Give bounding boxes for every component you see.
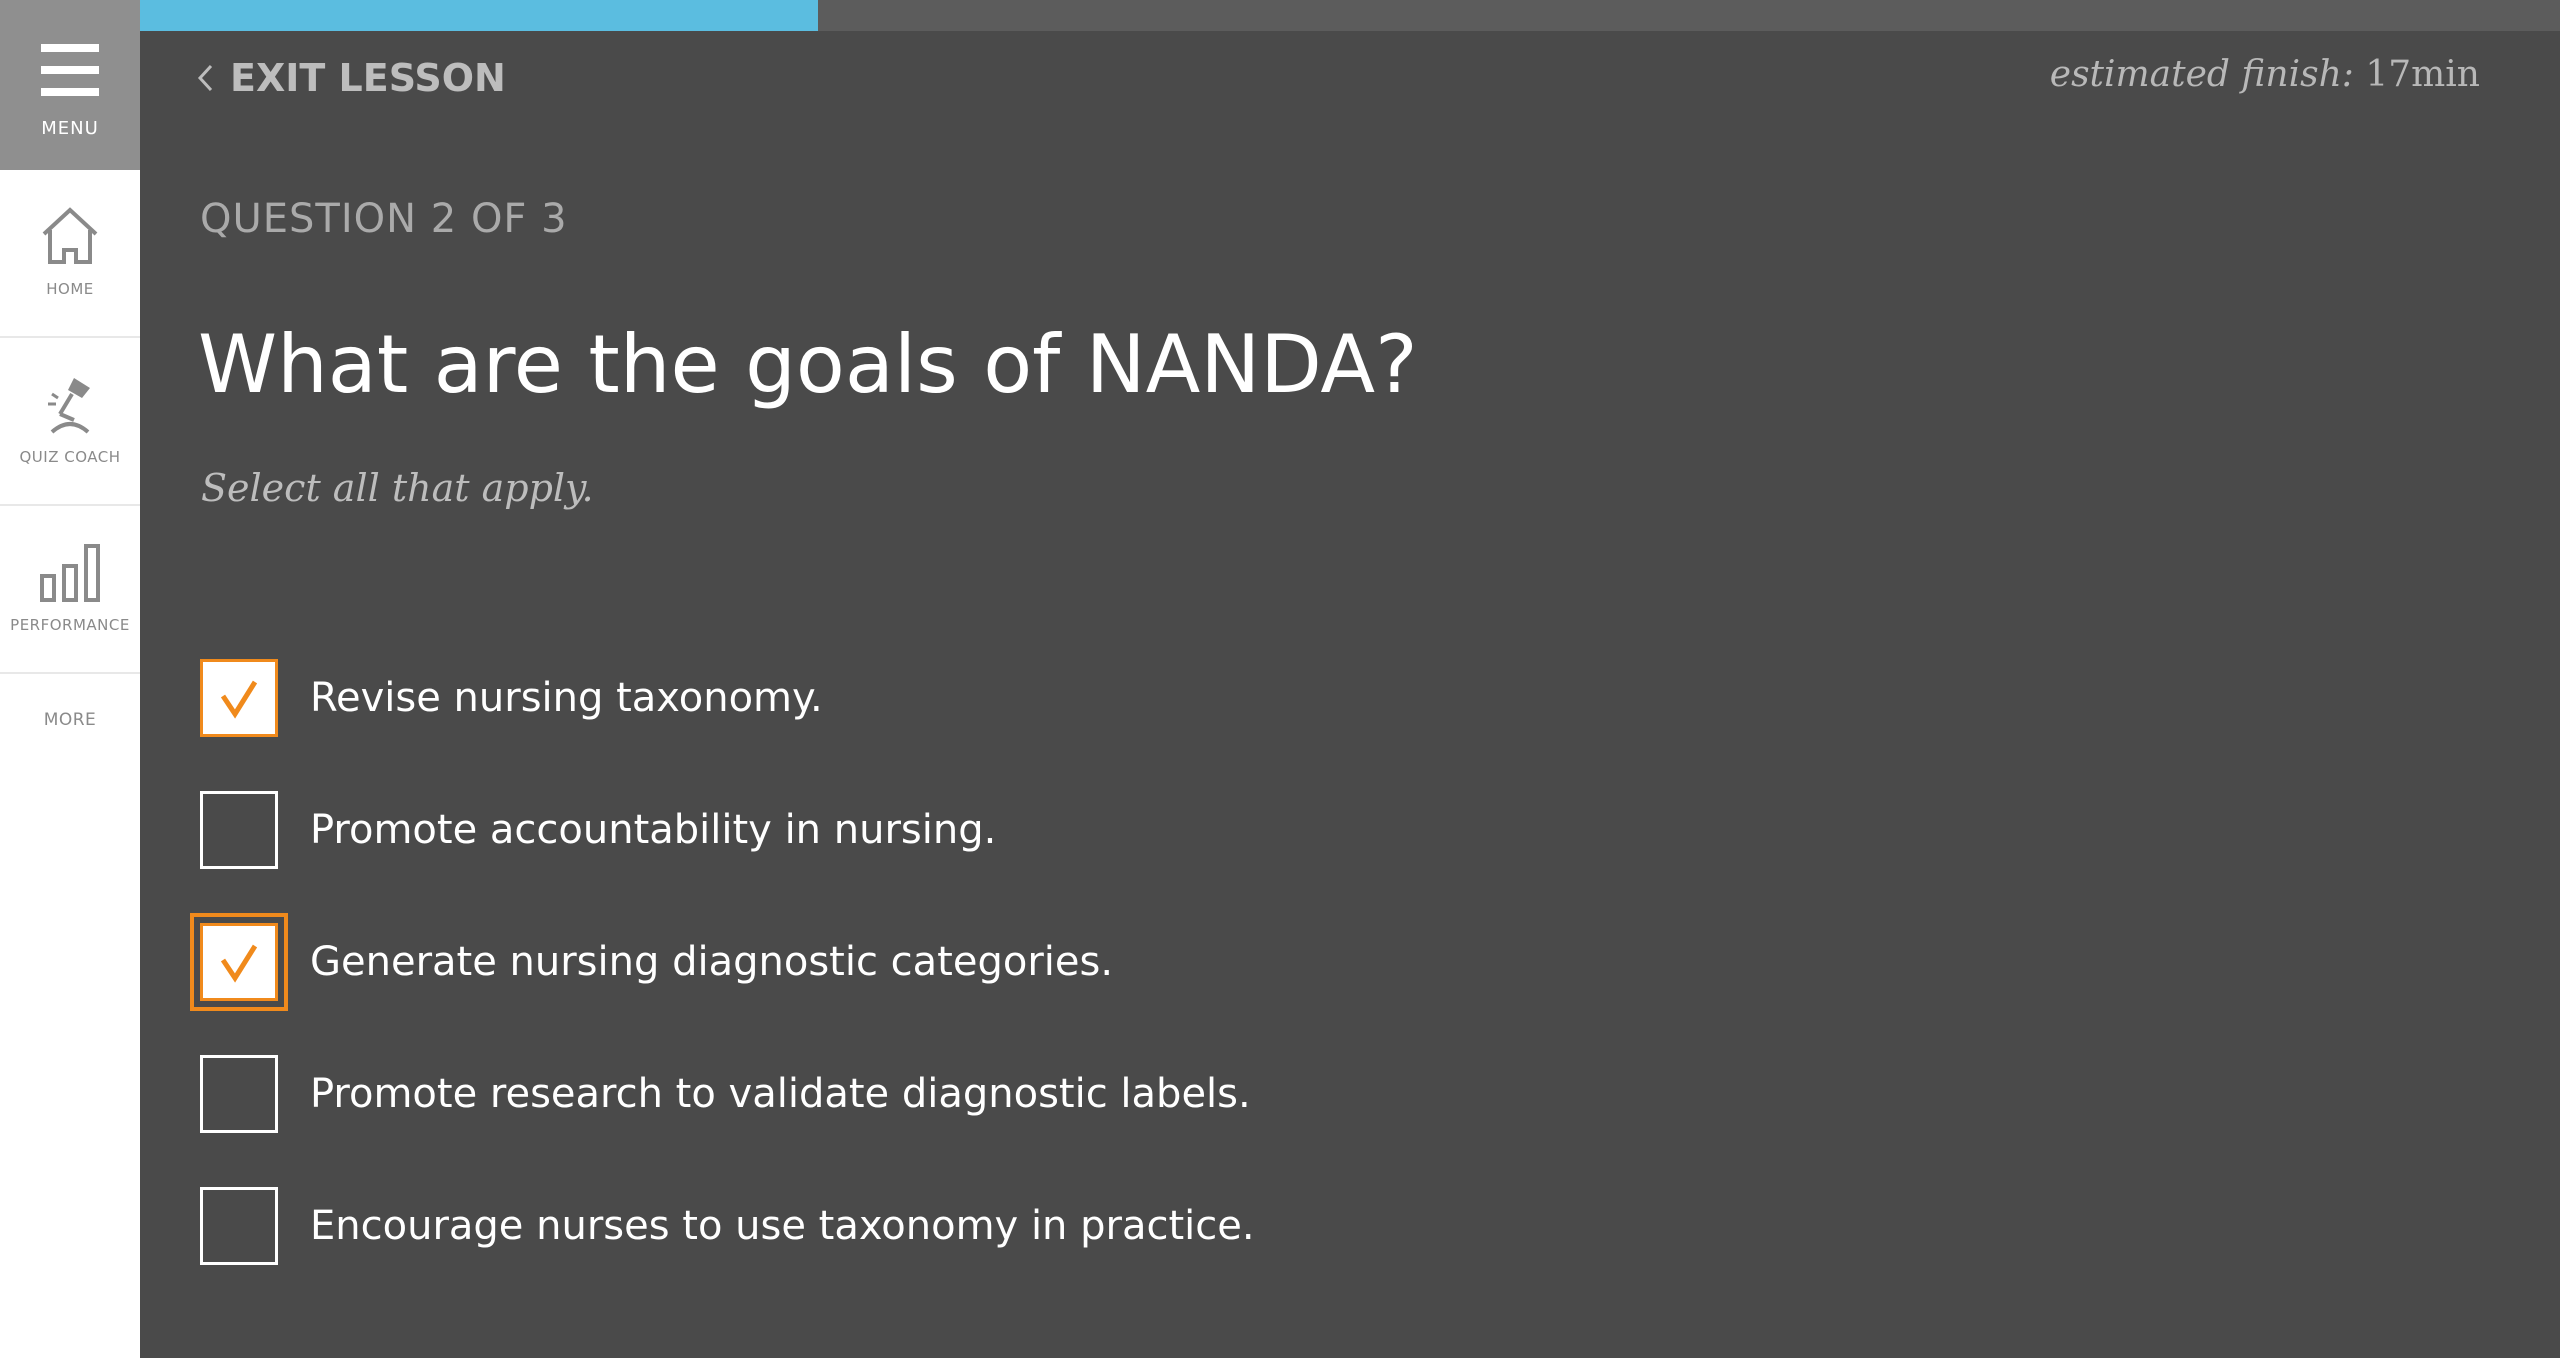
answer-label: Encourage nurses to use taxonomy in prac… <box>310 1203 1255 1249</box>
exit-lesson-button[interactable]: EXIT LESSON <box>196 56 506 100</box>
sidebar-item-home[interactable]: HOME <box>0 170 140 338</box>
sidebar-item-label: HOME <box>46 280 94 298</box>
answer-label: Revise nursing taxonomy. <box>310 675 823 721</box>
checkmark-icon <box>220 944 258 983</box>
estimated-finish: estimated finish: 17min <box>2050 54 2480 95</box>
checkmark-icon <box>220 680 258 719</box>
answer-label: Generate nursing diagnostic categories. <box>310 939 1114 985</box>
answer-label: Promote research to validate diagnostic … <box>310 1071 1251 1117</box>
sidebar-item-more[interactable]: MORE <box>0 674 140 764</box>
sidebar-item-performance[interactable]: PERFORMANCE <box>0 506 140 674</box>
answer-checkbox[interactable] <box>200 659 278 737</box>
lesson-progress-fill <box>140 0 818 31</box>
lesson-progress-bar <box>140 0 2560 31</box>
chevron-left-icon <box>197 64 213 92</box>
estimated-finish-value: 17min <box>2365 54 2480 95</box>
answer-checkbox[interactable] <box>200 1187 278 1265</box>
bar-chart-icon <box>40 544 100 602</box>
question-title: What are the goals of NANDA? <box>198 318 1418 411</box>
sidebar-item-label: QUIZ COACH <box>19 448 121 466</box>
sidebar-item-label: PERFORMANCE <box>10 616 130 634</box>
menu-label: MENU <box>41 118 99 139</box>
question-instruction: Select all that apply. <box>201 466 594 510</box>
hamburger-icon <box>41 44 99 96</box>
answer-option[interactable]: Promote accountability in nursing. <box>200 790 1600 870</box>
answer-label: Promote accountability in nursing. <box>310 807 997 853</box>
answer-option[interactable]: Revise nursing taxonomy. <box>200 658 1600 738</box>
quiz-coach-icon <box>48 378 90 434</box>
sidebar: MENU HOME QUIZ COACH PERFORMANCE MORE <box>0 0 140 1358</box>
answer-checkbox[interactable] <box>190 913 288 1011</box>
menu-button[interactable]: MENU <box>0 0 140 170</box>
sidebar-item-label: MORE <box>43 710 97 730</box>
answer-option[interactable]: Generate nursing diagnostic categories. <box>190 913 1600 1011</box>
estimated-finish-label: estimated finish: <box>2049 54 2354 95</box>
answer-option[interactable]: Encourage nurses to use taxonomy in prac… <box>200 1186 1600 1266</box>
answer-checkbox[interactable] <box>200 1055 278 1133</box>
sidebar-item-quiz-coach[interactable]: QUIZ COACH <box>0 338 140 506</box>
answer-option[interactable]: Promote research to validate diagnostic … <box>200 1054 1600 1134</box>
question-counter: QUESTION 2 OF 3 <box>200 196 568 242</box>
home-icon <box>42 207 98 264</box>
answer-checkbox[interactable] <box>200 791 278 869</box>
exit-lesson-label: EXIT LESSON <box>230 56 506 100</box>
